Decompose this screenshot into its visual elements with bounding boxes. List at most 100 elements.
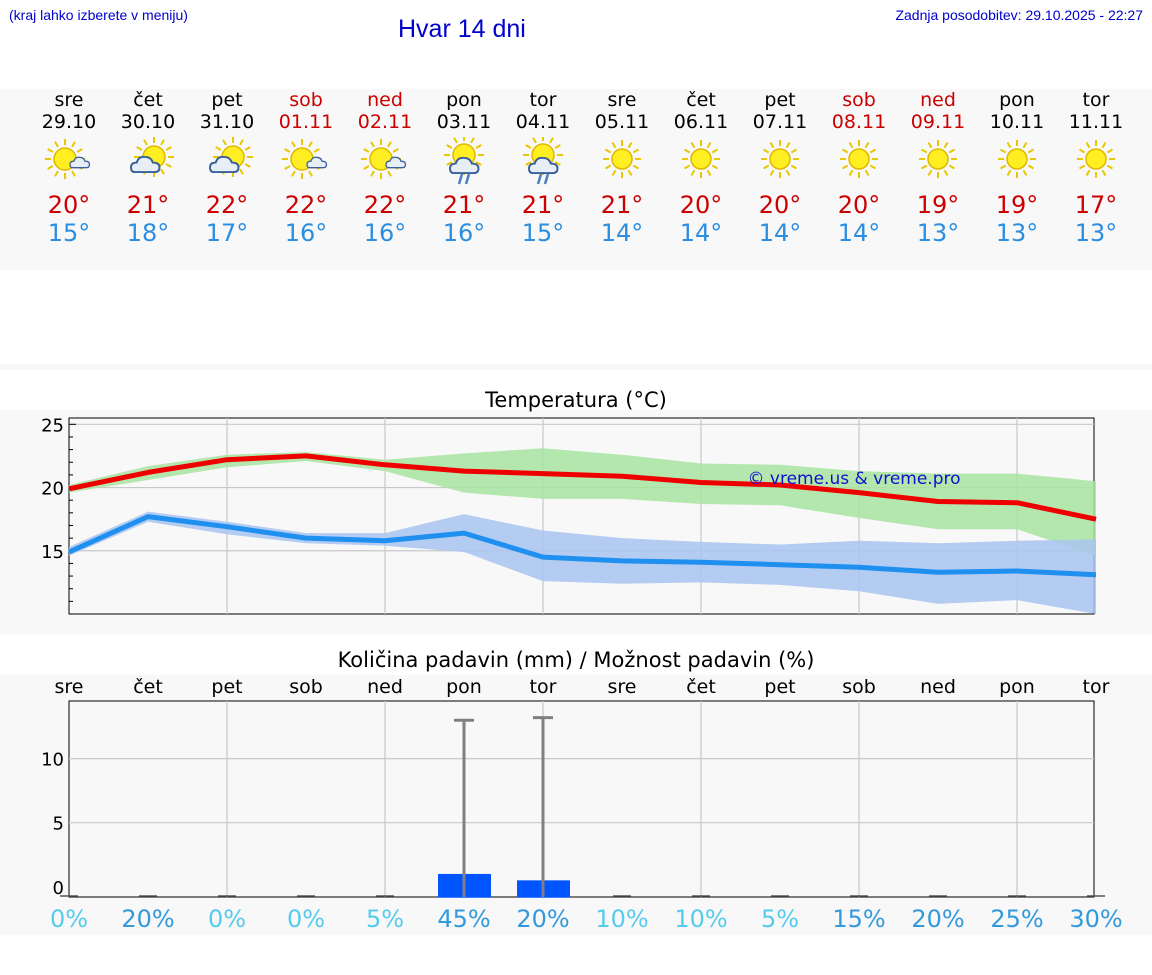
forecast-day: sre 29.10 20° 15° bbox=[30, 89, 109, 247]
precip-probability-label: 20% bbox=[516, 905, 569, 933]
location-hint[interactable]: (kraj lahko izberete v meniju) bbox=[9, 7, 188, 23]
forecast-day: tor 04.11 21° 15° bbox=[504, 89, 583, 247]
day-date: 06.11 bbox=[673, 111, 729, 133]
sun-icon bbox=[998, 140, 1036, 178]
temp-min: 15° bbox=[47, 219, 91, 247]
day-name: pet bbox=[764, 89, 796, 111]
sun-icon bbox=[840, 140, 878, 178]
forecast-strip bbox=[0, 89, 1152, 270]
temperature-chart: 25 20 15 © vreme.us & vreme.pro bbox=[41, 415, 1097, 615]
precip-probability-label: 30% bbox=[1069, 905, 1122, 933]
sun-cloud-rain-icon bbox=[523, 137, 563, 185]
precip-probability-label: 0% bbox=[287, 905, 325, 933]
forecast-day: sre 05.11 21° 14° bbox=[583, 89, 662, 247]
temp-max: 22° bbox=[363, 191, 407, 219]
last-updated: Zadnja posodobitev: 29.10.2025 - 22:27 bbox=[895, 7, 1143, 23]
precip-plot-area bbox=[68, 700, 1095, 898]
forecast-day: ned 02.11 22° 16° bbox=[346, 89, 425, 247]
section-divider bbox=[0, 364, 1152, 370]
temp-max: 21° bbox=[521, 191, 565, 219]
day-date: 11.11 bbox=[1068, 111, 1124, 133]
precip-category-label: ned bbox=[920, 676, 956, 698]
temp-max: 17° bbox=[1074, 191, 1118, 219]
temp-min: 15° bbox=[521, 219, 565, 247]
temp-min: 18° bbox=[126, 219, 170, 247]
precip-category-label: pet bbox=[764, 676, 795, 698]
day-date: 30.10 bbox=[120, 111, 176, 133]
precip-ytick-label: 5 bbox=[53, 814, 64, 835]
temp-min: 16° bbox=[363, 219, 407, 247]
precip-ytick-label: 10 bbox=[41, 750, 64, 771]
forecast-day: pet 07.11 20° 14° bbox=[741, 89, 820, 247]
sun-cloud-icon bbox=[45, 139, 91, 179]
precip-probability-label: 45% bbox=[437, 905, 490, 933]
day-date: 31.10 bbox=[199, 111, 255, 133]
precip-category-label: sob bbox=[289, 676, 323, 698]
temp-min: 13° bbox=[916, 219, 960, 247]
forecast-day: pet 31.10 22° 17° bbox=[188, 89, 267, 247]
precip-ytick-label: 0 bbox=[53, 878, 64, 899]
temp-min: 17° bbox=[205, 219, 249, 247]
precip-category-label: čet bbox=[133, 676, 163, 698]
temp-max: 20° bbox=[47, 191, 91, 219]
day-date: 08.11 bbox=[831, 111, 887, 133]
precip-probability-label: 0% bbox=[50, 905, 88, 933]
temp-ytick-label: 15 bbox=[41, 542, 64, 563]
sun-icon bbox=[682, 140, 720, 178]
page-title: Hvar 14 dni bbox=[398, 15, 526, 43]
day-name: tor bbox=[1082, 89, 1110, 111]
forecast-day: pon 03.11 21° 16° bbox=[425, 89, 504, 247]
forecast-day: ned 09.11 19° 13° bbox=[899, 89, 978, 247]
precip-category-label: čet bbox=[686, 676, 716, 698]
temp-max: 20° bbox=[837, 191, 881, 219]
day-name: ned bbox=[367, 89, 403, 111]
day-date: 29.10 bbox=[41, 111, 97, 133]
precip-probability-label: 10% bbox=[595, 905, 648, 933]
precip-probability-label: 5% bbox=[366, 905, 404, 933]
precip-category-label: sre bbox=[55, 676, 84, 698]
watermark: © vreme.us & vreme.pro bbox=[747, 469, 960, 489]
cloud-sun-icon bbox=[209, 137, 253, 177]
temp-ytick-label: 20 bbox=[41, 479, 64, 500]
precip-probability-label: 10% bbox=[674, 905, 727, 933]
precip-category-label: tor bbox=[1083, 676, 1110, 698]
day-date: 10.11 bbox=[989, 111, 1045, 133]
cloud-sun-icon bbox=[130, 137, 174, 177]
day-name: pet bbox=[211, 89, 243, 111]
precip-category-label: ned bbox=[367, 676, 403, 698]
day-name: sob bbox=[842, 89, 876, 111]
day-name: pon bbox=[999, 89, 1035, 111]
day-date: 04.11 bbox=[515, 111, 571, 133]
day-name: sre bbox=[54, 89, 84, 111]
temp-min: 16° bbox=[442, 219, 486, 247]
precip-probability-label: 20% bbox=[911, 905, 964, 933]
precip-probability-label: 5% bbox=[761, 905, 799, 933]
temp-max: 20° bbox=[679, 191, 723, 219]
temp-ytick-label: 25 bbox=[41, 415, 64, 436]
temp-min: 13° bbox=[1074, 219, 1118, 247]
precip-category-label: pon bbox=[999, 676, 1035, 698]
temp-max: 21° bbox=[442, 191, 486, 219]
forecast-day: čet 30.10 21° 18° bbox=[109, 89, 188, 247]
precip-category-label: sob bbox=[842, 676, 876, 698]
precip-category-label: pon bbox=[446, 676, 482, 698]
sun-cloud-rain-icon bbox=[444, 137, 484, 185]
forecast-day: sob 01.11 22° 16° bbox=[267, 89, 346, 247]
temp-min: 14° bbox=[837, 219, 881, 247]
day-name: sob bbox=[289, 89, 323, 111]
temp-max: 22° bbox=[205, 191, 249, 219]
day-date: 09.11 bbox=[910, 111, 966, 133]
temp-min: 14° bbox=[600, 219, 644, 247]
forecast-day: tor 11.11 17° 13° bbox=[1057, 89, 1136, 247]
sun-icon bbox=[603, 140, 641, 178]
temp-max: 19° bbox=[995, 191, 1039, 219]
day-name: čet bbox=[686, 89, 716, 111]
day-date: 07.11 bbox=[752, 111, 808, 133]
temp-min: 13° bbox=[995, 219, 1039, 247]
temp-min: 14° bbox=[679, 219, 723, 247]
day-name: čet bbox=[133, 89, 163, 111]
forecast-day: pon 10.11 19° 13° bbox=[978, 89, 1057, 247]
precip-category-label: tor bbox=[530, 676, 557, 698]
precip-category-label: pet bbox=[211, 676, 242, 698]
